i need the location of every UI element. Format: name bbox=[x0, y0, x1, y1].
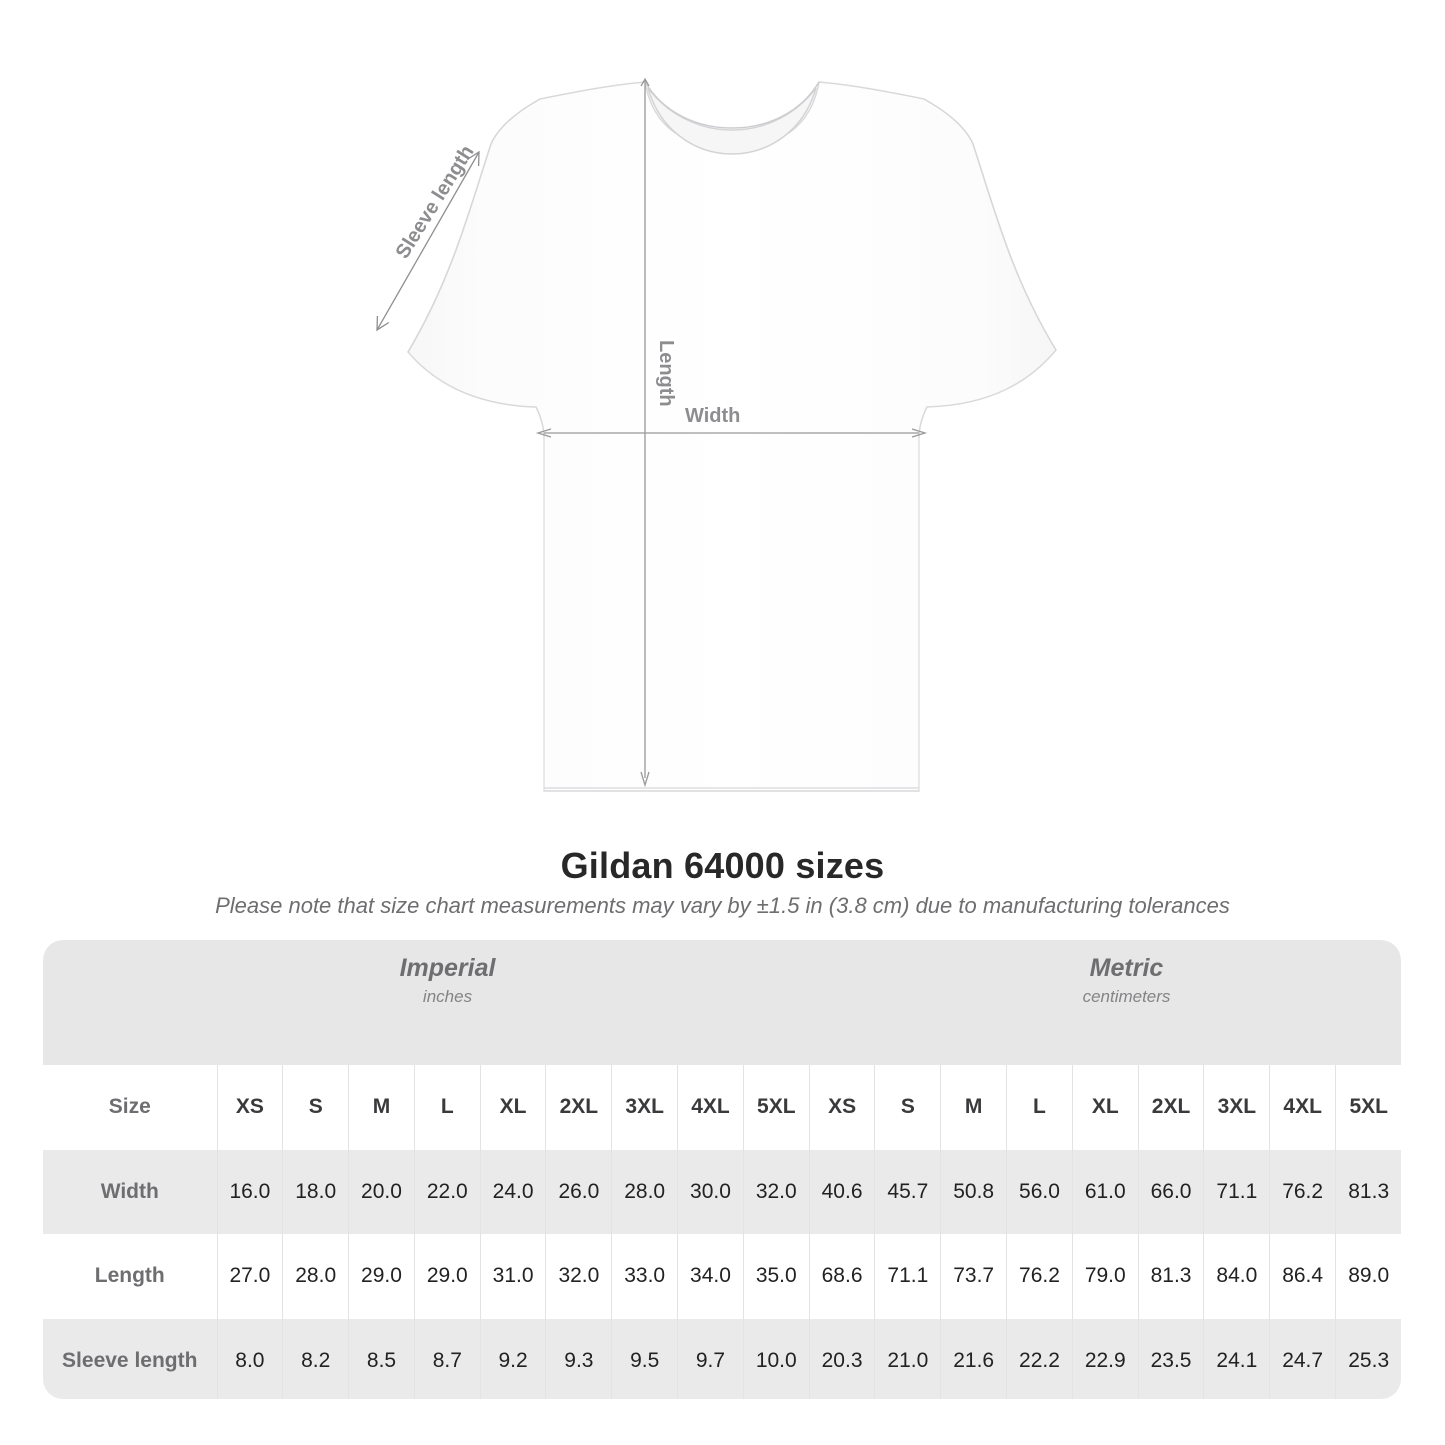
svg-text:Width: Width bbox=[685, 405, 740, 427]
svg-text:Length: Length bbox=[655, 340, 677, 407]
